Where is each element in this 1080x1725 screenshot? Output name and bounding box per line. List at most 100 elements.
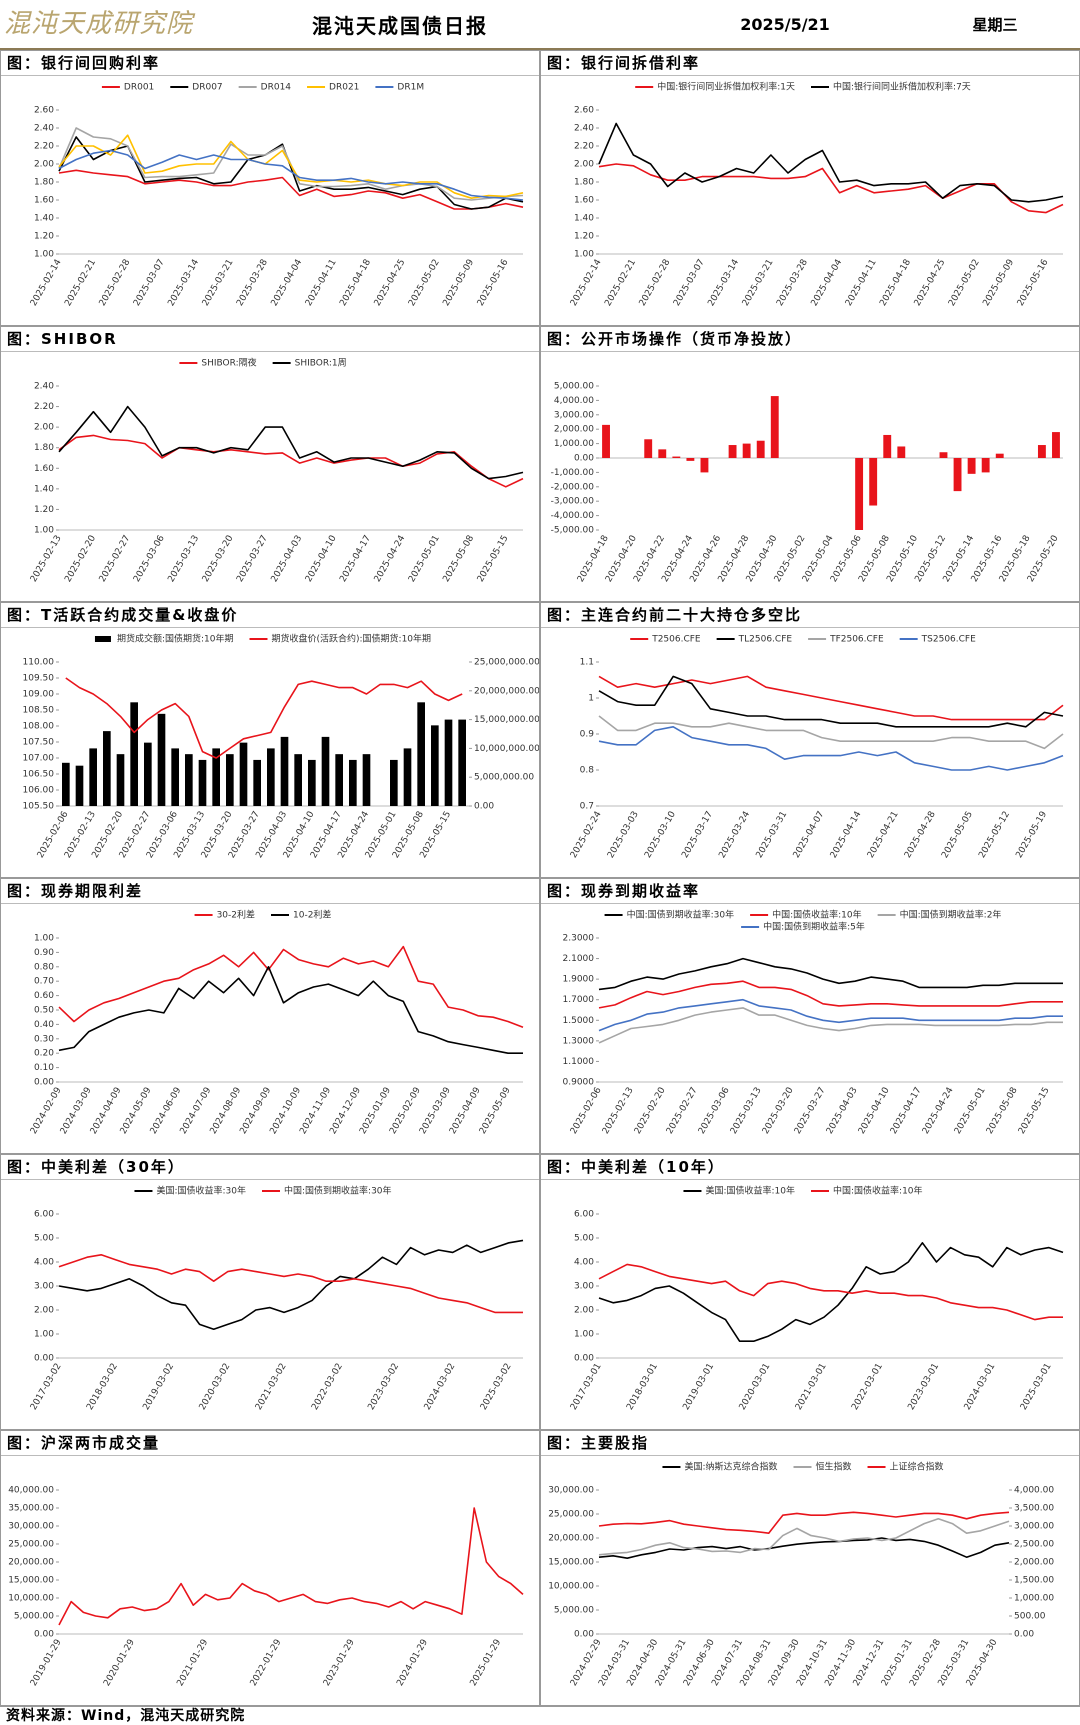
legend-item: T2506.CFE xyxy=(630,635,701,645)
legend-label: TF2506.CFE xyxy=(829,635,884,645)
y-tick-label: 109.00 xyxy=(23,690,55,700)
x-tick-label: 2025-04-09 xyxy=(448,1086,483,1137)
y2-tick-label: 2,500.00 xyxy=(1014,1540,1054,1550)
legend-label: 10-2利差 xyxy=(293,909,331,921)
x-tick-label: 2020-01-29 xyxy=(102,1638,137,1689)
y-tick-label: 1.00 xyxy=(34,1330,54,1340)
y-tick-label: 3.00 xyxy=(34,1282,54,1292)
y-tick-label: 4.00 xyxy=(574,1258,594,1268)
y-tick-label: 6.00 xyxy=(574,1210,594,1220)
x-tick-label: 2025-04-17 xyxy=(338,534,373,584)
legend: 美国:国债收益率:30年 中国:国债到期收益率:30年 xyxy=(134,1185,392,1197)
legend: T2506.CFE TL2506.CFE TF2506.CFE TS2506.CFE xyxy=(630,635,976,645)
bar xyxy=(144,742,152,806)
y2-tick-label: 15,000,000.00 xyxy=(474,715,540,725)
x-tick-label: 2025-02-21 xyxy=(63,258,98,308)
x-tick-label: 2024-01-29 xyxy=(395,1638,430,1689)
x-tick-label: 2025-02-24 xyxy=(569,810,604,861)
chart: 105.50 106.00 106.50 107.00 107.50 108.00 108.… xyxy=(23,633,540,861)
y-tick-label: 5,000.00 xyxy=(554,1606,594,1616)
y-tick-label: 1.9000 xyxy=(563,975,595,985)
x-tick-label: 2025-04-30 xyxy=(965,1638,1000,1689)
x-tick-label: 2025-05-02 xyxy=(407,258,442,308)
legend-item: SHIBOR:隔夜 xyxy=(179,357,257,369)
line-series xyxy=(598,715,1064,750)
line-series xyxy=(598,675,1064,728)
legend: SHIBOR:隔夜 SHIBOR:1周 xyxy=(179,357,347,369)
y-tick-label: 2.00 xyxy=(34,1306,54,1316)
bar xyxy=(967,458,976,474)
legend-label: 期货成交额:国债期货:10年期 xyxy=(117,633,234,645)
x-tick-label: 2025-03-20 xyxy=(201,534,236,585)
y-tick-label: 10,000.00 xyxy=(8,1594,54,1604)
y2-tick-label: 20,000,000.00 xyxy=(474,686,540,696)
y-tick-label: 0.00 xyxy=(34,1078,54,1088)
panel-title: 图：中美利差（10年） xyxy=(541,1155,1079,1180)
y-tick-label: 0.00 xyxy=(574,454,594,464)
legend-item: 中国:银行间同业拆借加权利率:1天 xyxy=(635,81,795,93)
y-tick-label: 2.20 xyxy=(34,402,54,412)
x-tick-label: 2025-04-28 xyxy=(903,810,938,861)
bar xyxy=(939,452,948,458)
y-tick-label: 0.00 xyxy=(574,1630,594,1640)
y-tick-label: 1,000.00 xyxy=(554,439,594,449)
x-tick-label: 2025-04-03 xyxy=(270,534,305,584)
x-tick-label: 2025-02-06 xyxy=(569,1086,604,1137)
x-tick-label: 2020-03-02 xyxy=(198,1362,233,1412)
y-tick-label: 2.40 xyxy=(574,124,594,134)
bar xyxy=(728,445,737,458)
y-tick-label: 107.50 xyxy=(23,738,55,748)
line-series xyxy=(598,675,1064,721)
y-tick-label: 1.00 xyxy=(574,250,594,260)
y-tick-label: 35,000.00 xyxy=(8,1504,54,1514)
legend-item: 恒生指数 xyxy=(793,1461,852,1473)
chart-panel: 图：沪深两市成交量 0.00 5,000.00 10,000.00 15,000.00 2… xyxy=(0,1430,540,1706)
y-tick-label: 1.60 xyxy=(34,196,54,206)
y-tick-label: 1.60 xyxy=(34,464,54,474)
x-tick-label: 2025-04-04 xyxy=(810,258,845,309)
y-tick-label: 25,000.00 xyxy=(8,1540,54,1550)
x-tick-label: 2025-03-01 xyxy=(1019,1362,1054,1412)
chart-panel: 图：银行间拆借利率 1.00 1.20 1.40 1.60 1.80 2.00 2.20 2.4… xyxy=(540,50,1080,326)
legend-label: DR014 xyxy=(261,83,292,93)
y-tick-label: 0.9000 xyxy=(563,1078,595,1088)
x-tick-label: 2025-01-29 xyxy=(469,1638,504,1689)
x-tick-label: 2024-03-02 xyxy=(423,1362,458,1412)
x-tick-label: 2025-02-13 xyxy=(601,1086,636,1136)
legend-item: DR021 xyxy=(307,83,359,93)
y-tick-label: 40,000.00 xyxy=(8,1486,54,1496)
panel-title: 图：现券到期收益率 xyxy=(541,879,1079,904)
y-tick-label: 1.80 xyxy=(34,443,54,453)
bar xyxy=(89,748,97,806)
y-tick-label: 2.20 xyxy=(34,142,54,152)
legend-label: 中国:国债到期收益率:30年 xyxy=(284,1185,392,1197)
bar xyxy=(742,443,751,458)
x-tick-label: 2025-03-09 xyxy=(418,1086,453,1137)
chart: 0.00 5,000.00 10,000.00 15,000.00 20,000.00 2… xyxy=(8,1486,524,1689)
bar xyxy=(1037,445,1046,458)
x-tick-label: 2025-03-17 xyxy=(680,810,715,860)
legend: DR001 DR007 DR014 DR021 DR1M xyxy=(101,83,424,93)
y-tick-label: -5,000.00 xyxy=(551,526,595,536)
x-tick-label: 2025-02-28 xyxy=(638,258,673,309)
x-tick-label: 2025-04-03 xyxy=(825,1086,860,1136)
y-tick-label: -3,000.00 xyxy=(551,497,595,507)
line-series xyxy=(598,1518,1010,1556)
x-tick-label: 2024-05-09 xyxy=(119,1086,154,1137)
line-series xyxy=(58,1507,524,1626)
bar xyxy=(602,424,610,458)
line-series xyxy=(598,1242,1064,1342)
x-tick-label: 2025-04-07 xyxy=(792,810,827,860)
y-tick-label: 0.30 xyxy=(34,1034,54,1044)
bar xyxy=(171,748,179,806)
x-tick-label: 2025-03-02 xyxy=(479,1362,514,1412)
y-tick-label: 0.00 xyxy=(34,1630,54,1640)
chart-panel: 图：SHIBOR 1.00 1.20 1.40 1.60 1.80 2.00 2.20 2.40… xyxy=(0,326,540,602)
y-tick-label: 1.20 xyxy=(34,232,54,242)
chart: 1.00 1.20 1.40 1.60 1.80 2.00 2.20 2.40 2.60 2025… xyxy=(29,83,524,308)
y2-tick-label: 10,000,000.00 xyxy=(474,744,540,754)
y-tick-label: 4.00 xyxy=(34,1258,54,1268)
bar xyxy=(1052,432,1060,458)
x-tick-label: 2021-03-01 xyxy=(794,1362,829,1412)
